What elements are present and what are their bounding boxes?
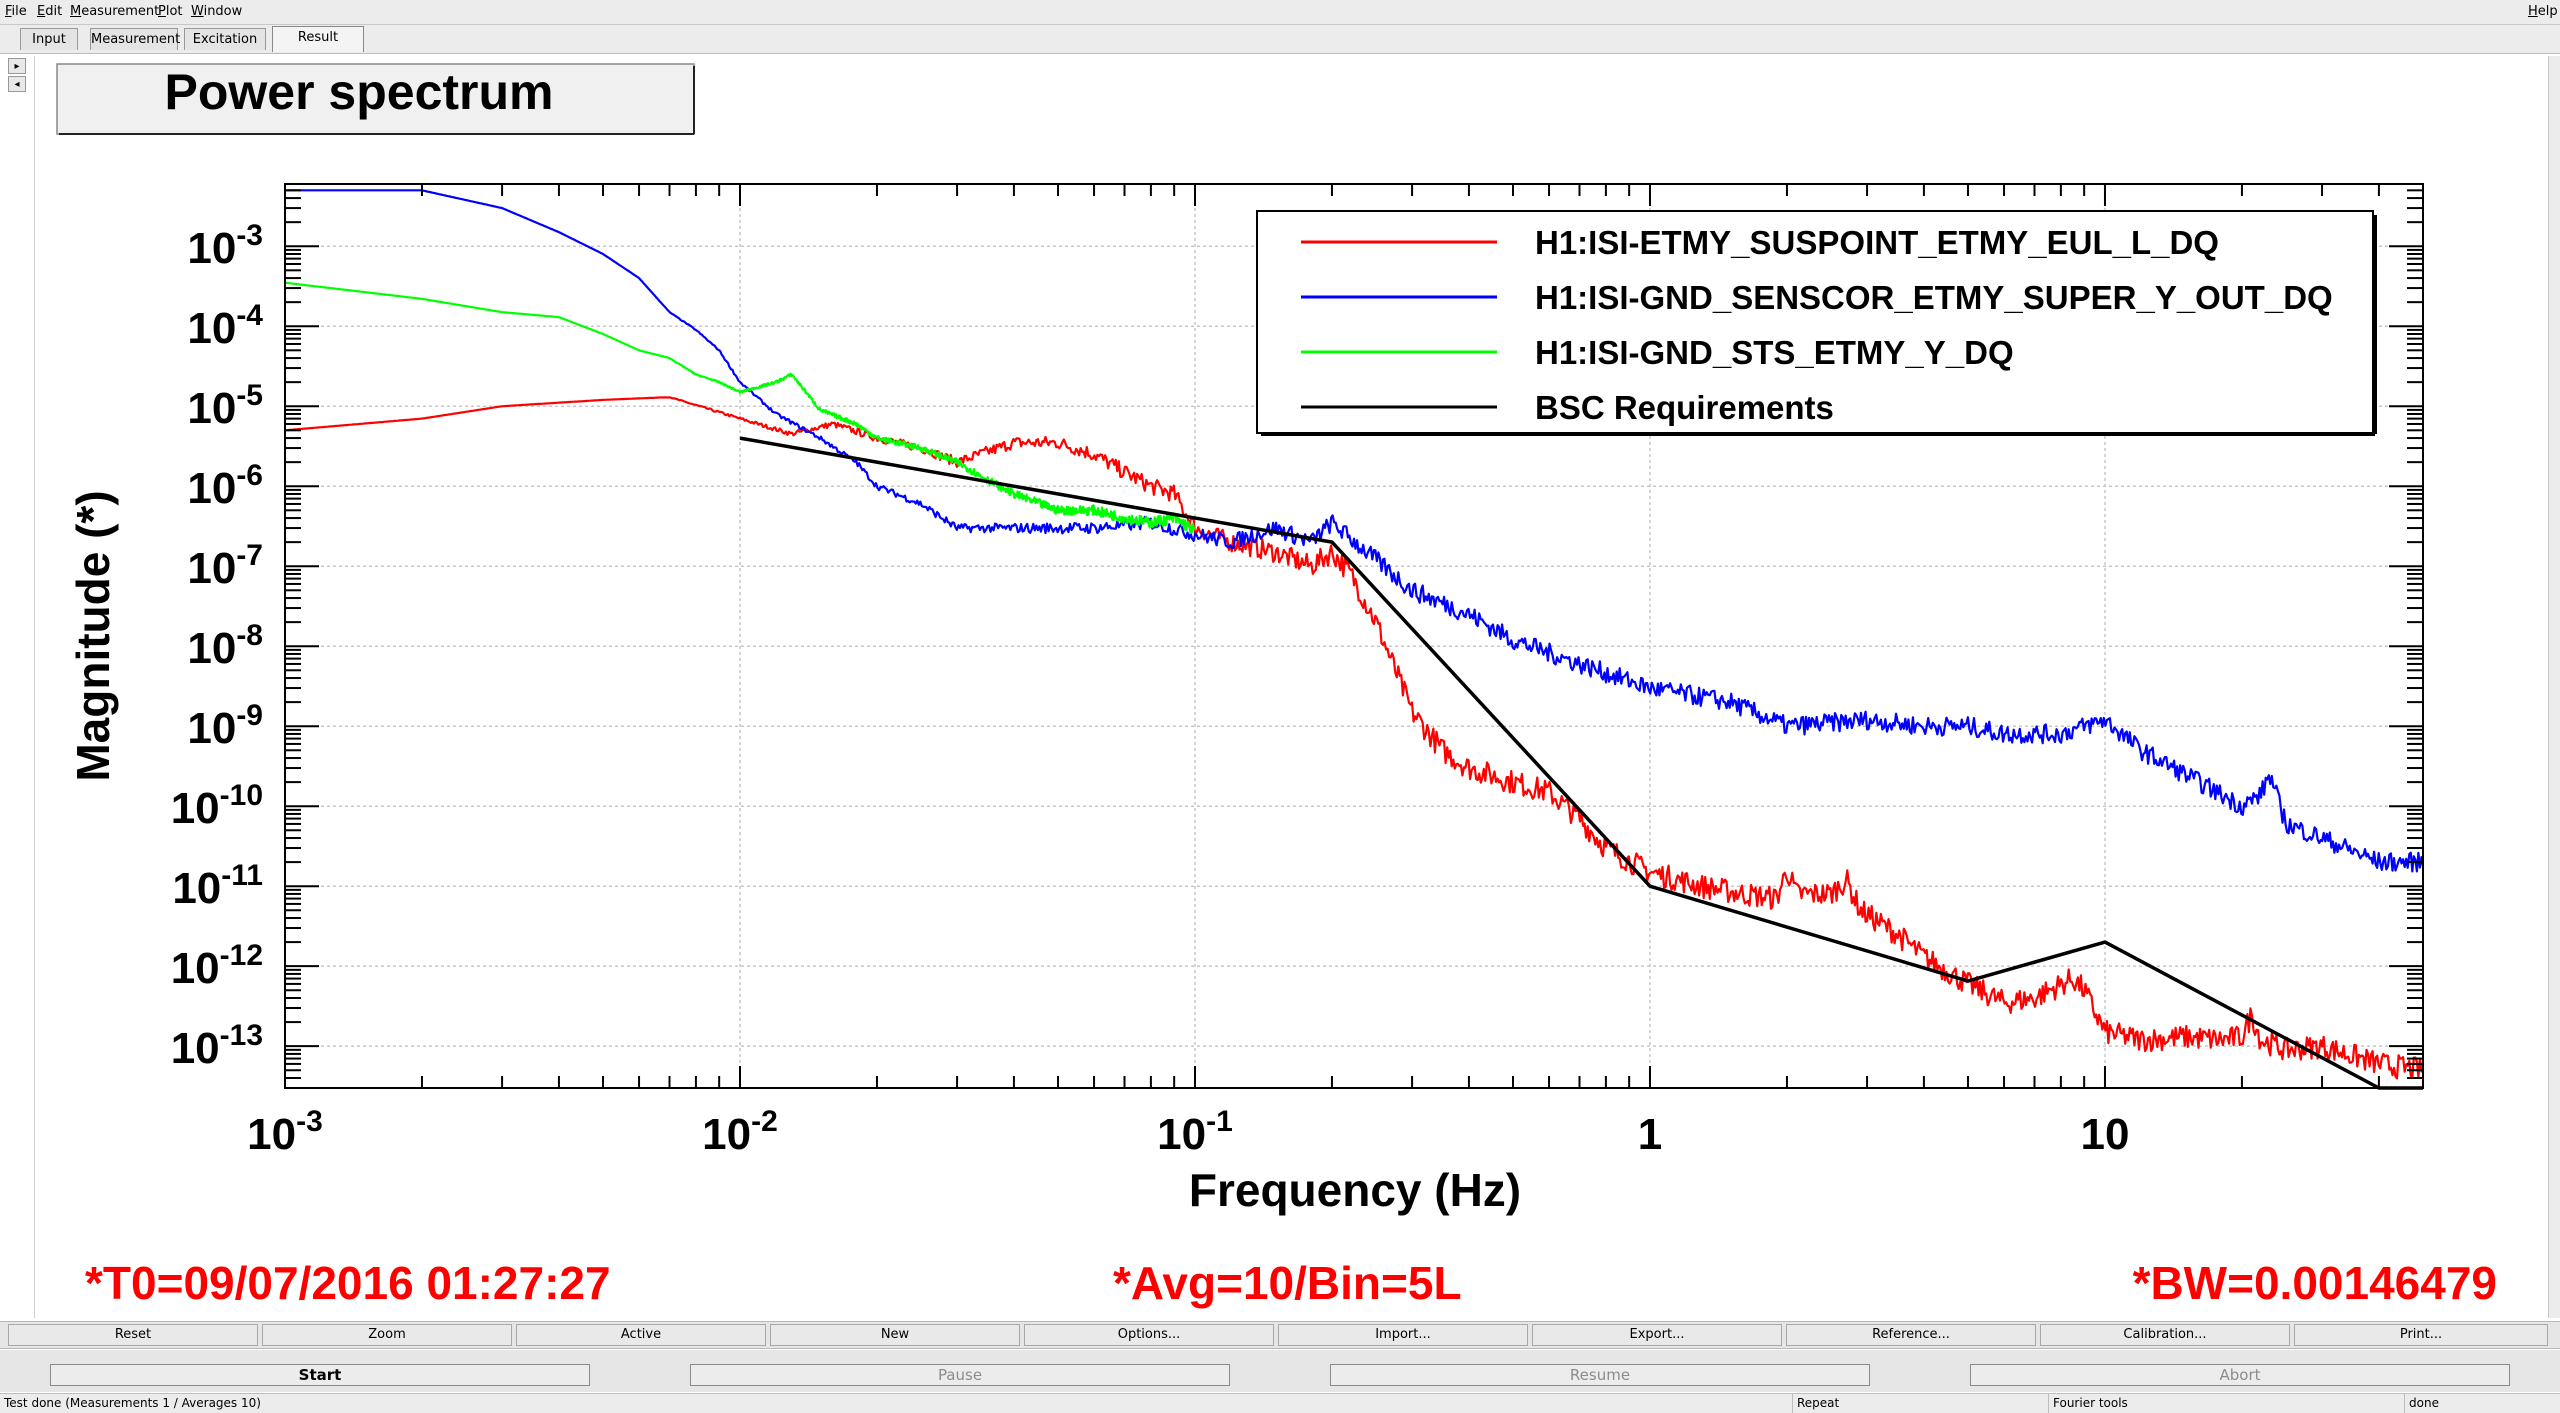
abort-button[interactable]: Abort	[1970, 1364, 2510, 1386]
reference-button[interactable]: Reference...	[1786, 1324, 2036, 1346]
plot-canvas: Power spectrum 10-3 10-4 10-5 10-6 10-7 10-8 1…	[34, 56, 2552, 1318]
tab-excitation[interactable]: Excitation	[184, 28, 266, 50]
print-button[interactable]: Print...	[2294, 1324, 2548, 1346]
plot-title-box: Power spectrum	[56, 63, 695, 135]
reset-button[interactable]: Reset	[8, 1324, 258, 1346]
series-line-2	[284, 281, 1197, 535]
x-tick-label: 1	[1638, 1110, 1662, 1159]
y-tick-label: 10-13	[171, 1019, 263, 1073]
import-button[interactable]: Import...	[1278, 1324, 1528, 1346]
y-tick-label: 10-12	[171, 939, 263, 993]
menu-help[interactable]: Help	[2528, 4, 2558, 19]
expand-arrow-icon[interactable]: ▸	[8, 58, 26, 74]
x-tick-label: 10	[2080, 1110, 2129, 1159]
legend-label: H1:ISI-ETMY_SUSPOINT_ETMY_EUL_L_DQ	[1535, 224, 2219, 261]
menu-plot[interactable]: Plot	[158, 4, 183, 19]
run-controls: Start Pause Resume Abort	[0, 1350, 2560, 1392]
menu-measurement[interactable]: Measurement	[70, 4, 160, 19]
y-tick-label: 10-10	[171, 779, 263, 833]
options-button[interactable]: Options...	[1024, 1324, 1274, 1346]
status-state: done	[2404, 1394, 2560, 1413]
legend-label: H1:ISI-GND_STS_ETMY_Y_DQ	[1535, 334, 2014, 371]
tab-result[interactable]: Result	[272, 26, 364, 52]
menu-file[interactable]: File	[5, 4, 27, 19]
legend-label: BSC Requirements	[1535, 389, 1834, 426]
y-tick-label: 10-8	[187, 619, 263, 673]
series-line-0	[284, 396, 2424, 1080]
x-tick-label: 10-1	[1157, 1105, 1233, 1159]
tab-input[interactable]: Input	[20, 28, 78, 50]
plot-frame	[284, 183, 2424, 1089]
axis-ticks	[284, 183, 2424, 1089]
collapse-arrow-icon[interactable]: ◂	[8, 76, 26, 92]
power-spectrum-chart: Power spectrum 10-310-410-510-610-710-81…	[56, 63, 2497, 1309]
status-repeat: Repeat	[1792, 1394, 2048, 1413]
new-button[interactable]: New	[770, 1324, 1020, 1346]
menu-edit[interactable]: Edit	[37, 4, 63, 19]
menu-window[interactable]: Window	[191, 4, 243, 19]
y-tick-label: 10-6	[187, 459, 263, 513]
y-axis-label: Magnitude (*)	[67, 490, 119, 781]
calibration-button[interactable]: Calibration...	[2040, 1324, 2290, 1346]
zoom-button[interactable]: Zoom	[262, 1324, 512, 1346]
avg-annotation: *Avg=10/Bin=5L	[1113, 1257, 1462, 1309]
bw-annotation: *BW=0.00146479	[2133, 1257, 2497, 1309]
status-message: Test done (Measurements 1 / Averages 10)	[4, 1396, 261, 1410]
plot-title: Power spectrum	[164, 64, 553, 120]
y-tick-labels: 10-3 10-4 10-5 10-6 10-7 10-8 10-9 10-10 10-11 10…	[171, 219, 264, 1073]
start-button[interactable]: Start	[50, 1364, 590, 1386]
x-axis-label: Frequency (Hz)	[1189, 1164, 1521, 1216]
y-tick-label: 10-3	[187, 219, 263, 273]
y-tick-label: 10-5	[187, 379, 263, 433]
menu-bar: File Edit Measurement Plot Window Help	[0, 0, 2560, 25]
pause-button[interactable]: Pause	[690, 1364, 1230, 1386]
y-tick-label: 10-4	[187, 299, 263, 353]
x-tick-label: 10-2	[702, 1105, 778, 1159]
export-button[interactable]: Export...	[1532, 1324, 1782, 1346]
legend: H1:ISI-ETMY_SUSPOINT_ETMY_EUL_L_DQ H1:ISI…	[1256, 210, 2377, 436]
y-tick-label: 10-11	[172, 859, 263, 913]
x-tick-labels: 10-3 10-2 10-1 1 10	[247, 1105, 2129, 1159]
tab-measurement[interactable]: Measurement	[90, 28, 180, 50]
tab-bar: Input Measurement Excitation Result	[0, 25, 2560, 54]
plot-toolbar: Reset Zoom Active New Options... Import.…	[0, 1321, 2560, 1349]
legend-label: H1:ISI-GND_SENSCOR_ETMY_SUPER_Y_OUT_DQ	[1535, 279, 2333, 316]
y-tick-label: 10-7	[187, 539, 263, 593]
resume-button[interactable]: Resume	[1330, 1364, 1870, 1386]
x-tick-label: 10-3	[247, 1105, 323, 1159]
status-bar: Test done (Measurements 1 / Averages 10)…	[0, 1393, 2560, 1413]
series-line-1	[285, 189, 2425, 873]
y-tick-label: 10-9	[187, 699, 263, 753]
vertical-scrollbar[interactable]	[2548, 56, 2560, 1318]
active-button[interactable]: Active	[516, 1324, 766, 1346]
t0-annotation: *T0=09/07/2016 01:27:27	[85, 1257, 611, 1309]
status-tool: Fourier tools	[2048, 1394, 2404, 1413]
